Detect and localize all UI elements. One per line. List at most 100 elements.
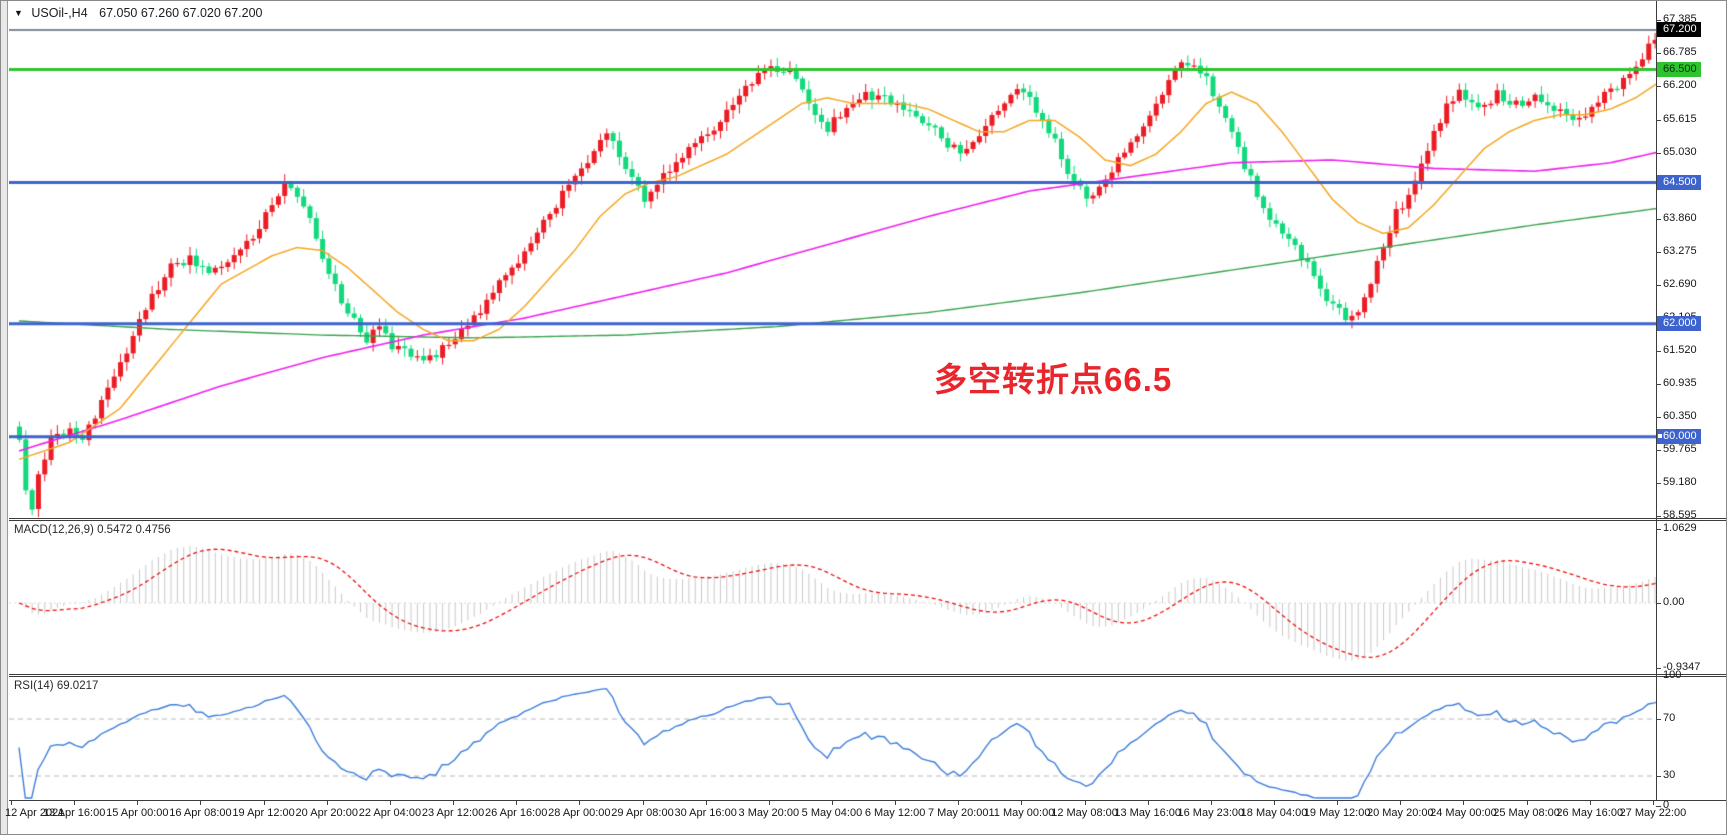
time-tick-mark: [1337, 801, 1339, 805]
time-axis-label: 3 May 20:00: [738, 807, 800, 819]
time-axis-label: 23 Apr 12:00: [421, 807, 485, 819]
axis-tick-mark: [1656, 152, 1661, 154]
price-tick-label: 60.350: [1663, 410, 1697, 422]
axis-tick-mark: [1656, 350, 1661, 352]
time-axis-label: 13 Apr 16:00: [42, 807, 106, 819]
price-tick-label: 63.275: [1663, 244, 1697, 257]
panel-separator: [9, 676, 1726, 677]
rsi-tick-label: 0: [1663, 799, 1670, 811]
time-tick-mark: [263, 801, 265, 805]
price-tick-label: 62.690: [1663, 277, 1697, 290]
price-level-badge: 64.500: [1657, 174, 1701, 190]
time-axis-label: 29 Apr 08:00: [611, 807, 674, 819]
time-tick-mark: [200, 801, 202, 805]
time-axis-label: 19 May 12:00: [1303, 807, 1371, 819]
macd-tick-label: -0.9347: [1663, 661, 1701, 674]
time-axis-label: 25 May 08:00: [1493, 807, 1560, 819]
time-axis-label: 27 May 22:00: [1619, 807, 1687, 819]
macd-tick-label: 0.00: [1663, 596, 1685, 608]
line-anchor-marker: [1658, 433, 1662, 438]
time-tick-mark: [705, 801, 707, 805]
time-tick-mark: [11, 801, 12, 805]
price-tick-label: 66.200: [1663, 79, 1697, 92]
time-axis-label: 12 May 08:00: [1051, 807, 1118, 819]
time-axis-label: 20 Apr 20:00: [295, 807, 358, 819]
time-axis-label: 26 May 16:00: [1556, 807, 1624, 819]
price-tick-label: 65.615: [1663, 112, 1697, 125]
time-axis-label: 22 Apr 04:00: [358, 807, 422, 819]
macd-indicator-panel[interactable]: [9, 521, 1656, 675]
time-axis-label: 12 Apr 2021: [5, 807, 65, 819]
time-tick-mark: [642, 801, 644, 805]
axis-tick-mark: [1656, 19, 1661, 21]
axis-tick-mark: [1656, 383, 1661, 385]
main-price-chart[interactable]: [9, 3, 1656, 519]
panel-separator: [9, 518, 1726, 519]
axis-tick-mark: [1656, 806, 1661, 807]
time-tick-mark: [1526, 801, 1528, 805]
time-axis-label: 24 May 00:00: [1430, 807, 1497, 819]
axis-tick-mark: [1656, 516, 1661, 518]
time-axis-label: 6 May 12:00: [864, 807, 926, 819]
time-tick-mark: [326, 801, 328, 805]
time-tick-mark: [389, 801, 391, 805]
chevron-down-icon[interactable]: ▼: [14, 8, 23, 18]
price-tick-label: 67.385: [1663, 12, 1697, 25]
macd-label: MACD(12,26,9) 0.5472 0.4756: [14, 524, 171, 536]
price-tick-label: 63.860: [1663, 211, 1697, 224]
price-level-badge: 60.000: [1657, 428, 1701, 444]
time-tick-mark: [516, 801, 518, 805]
ohlc-values: 67.050 67.260 67.020 67.200: [99, 6, 263, 20]
time-tick-mark: [958, 801, 960, 805]
time-tick-mark: [1210, 801, 1212, 805]
price-level-badge: 67.200: [1657, 22, 1701, 37]
time-axis-label: 5 May 04:00: [801, 807, 863, 819]
axis-tick-mark: [1656, 483, 1661, 485]
axis-tick-mark: [1656, 668, 1661, 670]
price-tick-label: 59.180: [1663, 476, 1697, 489]
trend-annotation-text: 多空转折点66.5: [934, 361, 1173, 398]
axis-tick-mark: [1656, 86, 1661, 88]
price-tick-label: 65.030: [1663, 145, 1697, 158]
symbol-timeframe-label: USOil-,H4: [31, 6, 88, 20]
time-axis-label: 30 Apr 16:00: [674, 807, 737, 819]
time-axis-label: 28 Apr 00:00: [548, 807, 611, 819]
time-tick-mark: [74, 801, 76, 805]
time-tick-mark: [137, 801, 139, 805]
axis-tick-mark: [1656, 284, 1661, 286]
time-axis-label: 20 May 20:00: [1366, 807, 1434, 819]
time-tick-mark: [1400, 801, 1402, 805]
price-axis-border: [1656, 1, 1657, 801]
axis-tick-mark: [1656, 450, 1661, 452]
panel-separator: [9, 674, 1726, 675]
axis-tick-mark: [1656, 417, 1661, 418]
price-tick-label: 60.935: [1663, 376, 1697, 389]
axis-tick-mark: [1656, 119, 1661, 121]
time-tick-mark: [579, 801, 581, 805]
rsi-tick-label: 30: [1663, 769, 1676, 781]
time-tick-mark: [1274, 801, 1275, 805]
time-tick-mark: [1084, 801, 1086, 805]
time-tick-mark: [1652, 801, 1654, 805]
price-tick-label: 61.520: [1663, 343, 1697, 356]
panel-separator: [9, 520, 1726, 521]
price-level-badge: 62.000: [1657, 315, 1701, 331]
time-tick-mark: [1589, 801, 1591, 805]
macd-tick-label: 1.0629: [1663, 522, 1697, 535]
rsi-tick-label: 70: [1663, 712, 1676, 724]
time-axis-label: 26 Apr 16:00: [484, 807, 548, 819]
time-axis-label: 16 Apr 08:00: [169, 807, 232, 819]
time-tick-mark: [1147, 801, 1149, 805]
time-tick-mark: [1463, 801, 1465, 805]
axis-tick-mark: [1656, 719, 1661, 720]
rsi-indicator-panel[interactable]: [9, 677, 1656, 801]
axis-tick-mark: [1656, 603, 1661, 604]
chart-title: ▼ USOil-,H4 67.050 67.260 67.020 67.200: [14, 6, 263, 20]
axis-tick-mark: [1656, 53, 1661, 55]
time-tick-mark: [1021, 801, 1023, 805]
axis-tick-mark: [1656, 776, 1661, 777]
time-axis-label: 15 Apr 00:00: [106, 807, 169, 819]
price-tick-label: 59.765: [1663, 443, 1697, 456]
time-tick-mark: [768, 801, 770, 805]
